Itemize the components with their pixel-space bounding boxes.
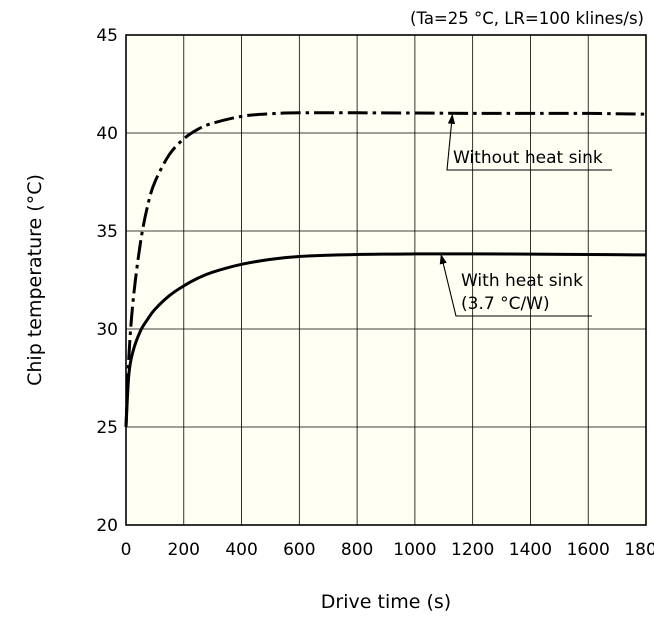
y-tick-label-20: 20 [96, 516, 118, 536]
leader-without-heat-sink [446, 113, 612, 171]
label-without-heat-sink: Without heat sink [453, 148, 603, 168]
y-tick-label-25: 25 [96, 418, 118, 438]
series-layer [124, 111, 647, 428]
x-axis-title: Drive time (s) [321, 591, 451, 613]
y-tick-label-40: 40 [96, 124, 118, 144]
x-tick-label-800: 800 [341, 540, 373, 560]
label-with-heat-sink: With heat sink [461, 271, 583, 291]
x-tick-label-1200: 1200 [451, 540, 494, 560]
condition-note: (Ta=25 °C, LR=100 klines/s) [410, 9, 644, 28]
x-tick-label-1800: 1800 [624, 540, 654, 560]
x-tick-label-1600: 1600 [567, 540, 610, 560]
x-tick-label-200: 200 [168, 540, 200, 560]
y-tick-label-45: 45 [96, 26, 118, 46]
x-tick-label-1400: 1400 [509, 540, 552, 560]
plot-area [125, 34, 647, 526]
x-tick-label-0: 0 [121, 540, 132, 560]
y-tick-label-35: 35 [96, 222, 118, 242]
annotations: Without heat sink With heat sink (3.7 °C/W… [439, 113, 612, 317]
label-with-heat-sink: (3.7 °C/W) [461, 294, 550, 314]
x-tick-label-600: 600 [283, 540, 315, 560]
arrow-with-heat-sink [439, 253, 447, 265]
x-tick-label-400: 400 [225, 540, 257, 560]
leader-with-heat-sink [440, 253, 592, 317]
x-tick-label-1000: 1000 [393, 540, 436, 560]
y-axis-title: Chip temperature (°C) [24, 174, 46, 386]
arrow-without-heat-sink [447, 113, 456, 125]
y-tick-label-30: 30 [96, 320, 118, 340]
series-with-heat-sink [124, 252, 647, 428]
tick-labels: 0 200 400 600 800 1000 1200 1400 1600 1800 20 25 30 3… [96, 26, 654, 560]
series-without-heat-sink [124, 111, 647, 428]
